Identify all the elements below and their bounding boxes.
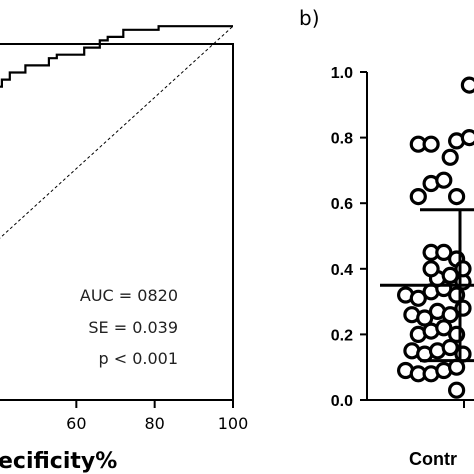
roc-panel: 60 80 100 AUC = 0820 SE = 0.039 p < 0.001 … [0, 25, 249, 474]
data-point [441, 306, 459, 324]
y-tick-label: 0.4 [331, 262, 353, 279]
data-point [460, 129, 474, 147]
y-tick-label: 1.0 [331, 65, 353, 82]
data-point [409, 289, 427, 307]
data-point [416, 309, 434, 327]
y-tick-label: 0.8 [331, 131, 353, 148]
reference-diagonal [0, 25, 234, 239]
x-tick-label: 80 [144, 414, 164, 433]
data-point [460, 76, 474, 94]
data-point [448, 381, 466, 399]
data-point [441, 266, 459, 284]
data-point [454, 345, 472, 363]
x-axis-label: ecificity% [0, 449, 117, 474]
se-annotation: SE = 0.039 [88, 318, 178, 337]
data-point [448, 188, 466, 206]
y-tick-label: 0.6 [331, 196, 353, 213]
data-point [409, 188, 427, 206]
data-point [435, 243, 453, 261]
roc-curve [0, 25, 233, 88]
data-point [435, 319, 453, 337]
data-point [454, 260, 472, 278]
y-tick-label: 0.0 [331, 393, 353, 410]
data-point [422, 135, 440, 153]
category-label: Contr [409, 449, 457, 469]
y-tick-label: 0.2 [331, 327, 353, 344]
data-point [441, 338, 459, 357]
data-point [441, 148, 459, 166]
data-point [435, 171, 453, 189]
p-value-annotation: p < 0.001 [98, 349, 178, 368]
x-tick-label: 60 [66, 414, 86, 433]
scatter-panel: b) 0.0 0.2 0.4 0.6 0.8 1.0 Contr [299, 6, 474, 469]
auc-annotation: AUC = 0820 [80, 286, 178, 305]
data-point [422, 260, 440, 278]
panel-label-b: b) [299, 6, 320, 30]
x-tick-label: 100 [218, 414, 249, 433]
roc-plot-frame [0, 43, 234, 401]
